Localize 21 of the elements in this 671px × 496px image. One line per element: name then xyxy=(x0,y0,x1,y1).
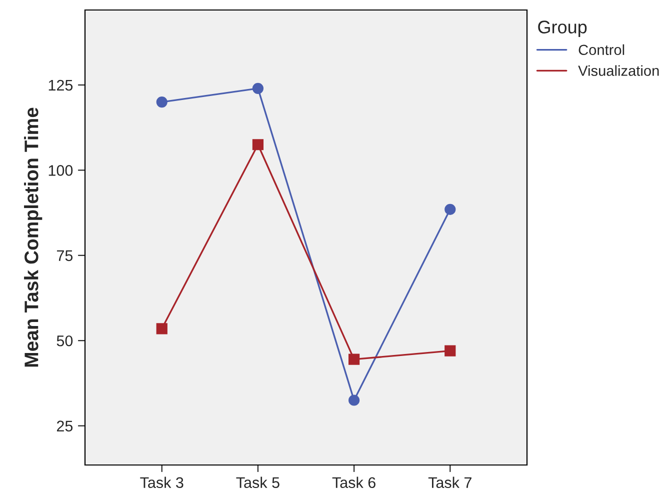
y-tick-label: 25 xyxy=(56,420,73,432)
legend-label: Control xyxy=(578,44,624,56)
point xyxy=(252,139,264,150)
x-tick-label: Task 3 xyxy=(140,476,184,488)
point xyxy=(348,394,360,406)
x-tick-label: Task 6 xyxy=(332,476,376,488)
x-tick-label: Task 7 xyxy=(428,476,472,488)
y-tick-label: 75 xyxy=(56,250,73,262)
y-tick-label: 50 xyxy=(56,335,73,346)
point xyxy=(444,204,456,215)
point xyxy=(156,96,168,108)
point xyxy=(348,354,360,365)
y-tick-label: 100 xyxy=(48,165,73,176)
point xyxy=(252,82,264,94)
x-tick-label: Task 5 xyxy=(236,476,280,488)
point xyxy=(156,323,168,334)
y-tick-label: 125 xyxy=(48,80,73,91)
y-axis-title: Mean Task Completion Time xyxy=(24,108,42,367)
legend-title: Group xyxy=(538,20,587,38)
legend-label: Visualization xyxy=(578,65,659,76)
point xyxy=(444,345,456,356)
